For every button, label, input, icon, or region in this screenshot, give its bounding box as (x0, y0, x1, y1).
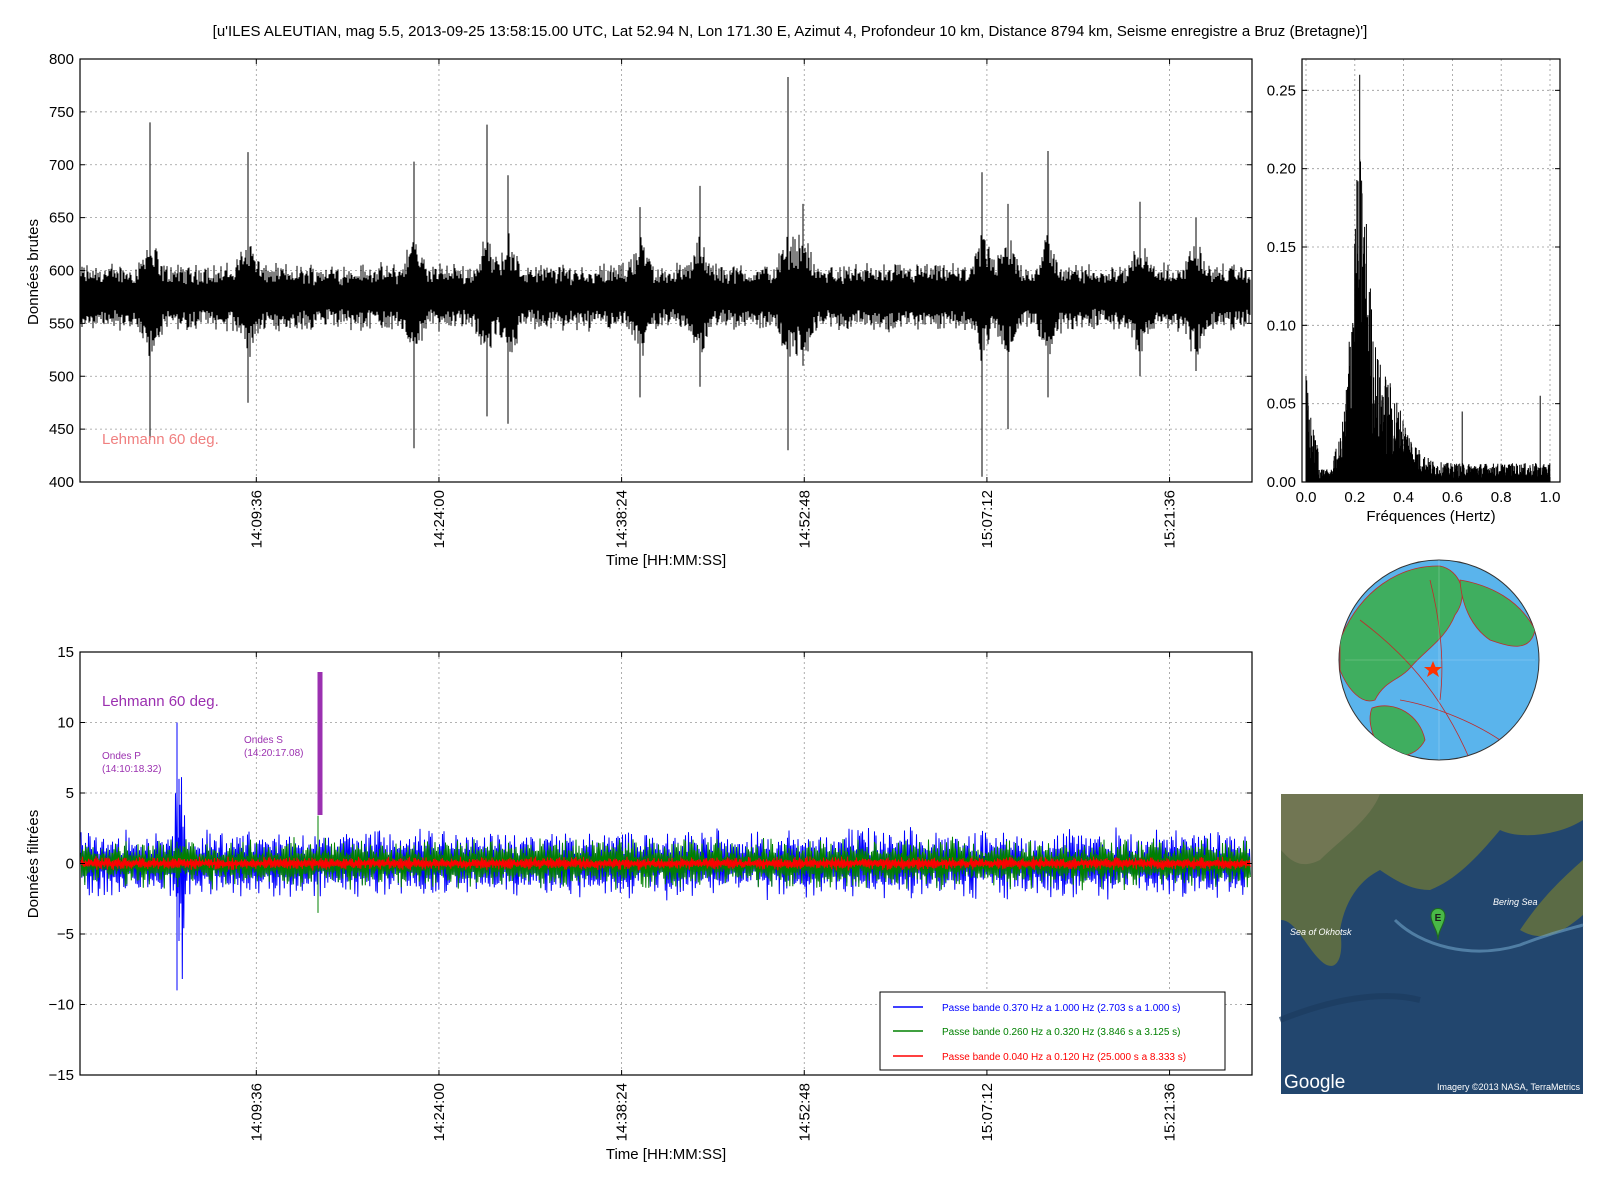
y-tick-label: 500 (49, 368, 74, 385)
filtered-y-label: Données filtrées (25, 810, 42, 918)
filtered-y-ticks: −15 −10 −5 0 5 10 15 (49, 644, 1252, 1084)
spectrum-plot-frame (1301, 58, 1561, 483)
y-tick-label: 600 (49, 263, 74, 280)
y-tick-label: −5 (57, 926, 74, 943)
filtered-legend: Passe bande 0.370 Hz a 1.000 Hz (2.703 s… (879, 991, 1226, 1071)
s-wave-label: Ondes S (244, 735, 283, 746)
x-tick-label: 15:21:36 (1162, 490, 1179, 548)
raw-seismogram-trace (80, 77, 1251, 477)
y-tick-label: 650 (49, 210, 74, 227)
y-tick-label: 550 (49, 315, 74, 332)
epicenter-marker-icon: E (1430, 908, 1446, 941)
map-bering-sea-label: Bering Sea (1493, 897, 1538, 907)
x-tick-label: 0.4 (1393, 489, 1414, 506)
x-tick-label: 14:24:00 (431, 490, 448, 548)
legend-blue-label: Passe bande 0.370 Hz a 1.000 Hz (2.703 s… (942, 1003, 1181, 1014)
y-tick-label: 0.10 (1267, 317, 1296, 334)
legend-red-label: Passe bande 0.040 Hz a 0.120 Hz (25.000 … (942, 1052, 1186, 1063)
y-tick-label: 0.25 (1267, 82, 1296, 99)
x-tick-label: 14:52:48 (796, 1083, 813, 1141)
spectrum-grid (1302, 59, 1560, 483)
svg-text:E: E (1435, 913, 1442, 924)
y-tick-label: 750 (49, 104, 74, 121)
x-tick-label: 14:09:36 (248, 1083, 265, 1141)
spectrum-trace (1305, 74, 1551, 482)
filtered-lehmann-annotation: Lehmann 60 deg. (102, 693, 219, 710)
s-wave-time: (14:20:17.08) (244, 748, 304, 759)
y-tick-label: 450 (49, 421, 74, 438)
map-google-logo: Google (1284, 1072, 1345, 1093)
y-tick-label: 5 (66, 785, 74, 802)
spectrum-panel: 0.00 0.05 0.10 0.15 0.20 0.25 0.0 0.2 0.4 0.6 0.8… (1267, 58, 1561, 525)
figure-title: [u'ILES ALEUTIAN, mag 5.5, 2013-09-25 13… (213, 23, 1368, 40)
raw-lehmann-annotation: Lehmann 60 deg. (102, 431, 219, 448)
x-tick-label: 14:24:00 (431, 1083, 448, 1141)
y-tick-label: 0.15 (1267, 239, 1296, 256)
p-wave-label: Ondes P (102, 751, 141, 762)
y-tick-label: 800 (49, 51, 74, 68)
raw-x-label: Time [HH:MM:SS] (606, 552, 726, 569)
y-tick-label: 0 (66, 856, 74, 873)
epicenter-star-icon (1424, 661, 1442, 677)
x-tick-label: 15:21:36 (1162, 1083, 1179, 1141)
x-tick-label: 0.6 (1442, 489, 1463, 506)
raw-panel: 400 450 500 550 600 650 700 750 800 14:09:36 14:2… (25, 51, 1253, 569)
raw-y-ticks: 400 450 500 550 600 650 700 750 800 (49, 51, 1252, 491)
x-tick-label: 0.2 (1344, 489, 1365, 506)
filtered-x-ticks: 14:09:36 14:24:00 14:38:24 14:52:48 15:07:12… (248, 652, 1179, 1141)
x-tick-label: 14:38:24 (614, 490, 631, 548)
y-tick-label: 15 (57, 644, 74, 661)
raw-x-ticks: 14:09:36 14:24:00 14:38:24 14:52:48 15:07:12… (248, 59, 1179, 548)
spectrum-y-ticks: 0.00 0.05 0.10 0.15 0.20 0.25 (1267, 82, 1560, 491)
y-tick-label: 700 (49, 157, 74, 174)
map-imagery-credit: Imagery ©2013 NASA, TerraMetrics (1437, 1082, 1581, 1092)
x-tick-label: 15:07:12 (979, 1083, 996, 1141)
y-tick-label: −15 (49, 1067, 74, 1084)
x-tick-label: 14:09:36 (248, 490, 265, 548)
filtered-x-label: Time [HH:MM:SS] (606, 1146, 726, 1163)
spectrum-x-label: Fréquences (Hertz) (1366, 508, 1495, 525)
x-tick-label: 1.0 (1540, 489, 1561, 506)
y-tick-label: 10 (57, 715, 74, 732)
y-tick-label: 0.20 (1267, 161, 1296, 178)
x-tick-label: 0.8 (1491, 489, 1512, 506)
spectrum-x-ticks: 0.0 0.2 0.4 0.6 0.8 1.0 (1296, 477, 1561, 506)
x-tick-label: 14:38:24 (614, 1083, 631, 1141)
x-tick-label: 14:52:48 (796, 490, 813, 548)
globe-map-icon (1338, 559, 1540, 761)
y-tick-label: 0.00 (1267, 474, 1296, 491)
y-tick-label: 400 (49, 474, 74, 491)
filtered-red-trace (80, 856, 1251, 871)
x-tick-label: 0.0 (1296, 489, 1317, 506)
raw-y-label: Données brutes (25, 219, 42, 325)
p-wave-time: (14:10:18.32) (102, 764, 162, 775)
legend-green-label: Passe bande 0.260 Hz a 0.320 Hz (3.846 s… (942, 1027, 1181, 1038)
y-tick-label: −10 (49, 997, 74, 1014)
map-sea-okhotsk-label: Sea of Okhotsk (1290, 927, 1352, 937)
x-tick-label: 15:07:12 (979, 490, 996, 548)
y-tick-label: 0.05 (1267, 396, 1296, 413)
satellite-map-icon: Sea of Okhotsk Bering Sea E Google Image… (1278, 794, 1584, 1094)
